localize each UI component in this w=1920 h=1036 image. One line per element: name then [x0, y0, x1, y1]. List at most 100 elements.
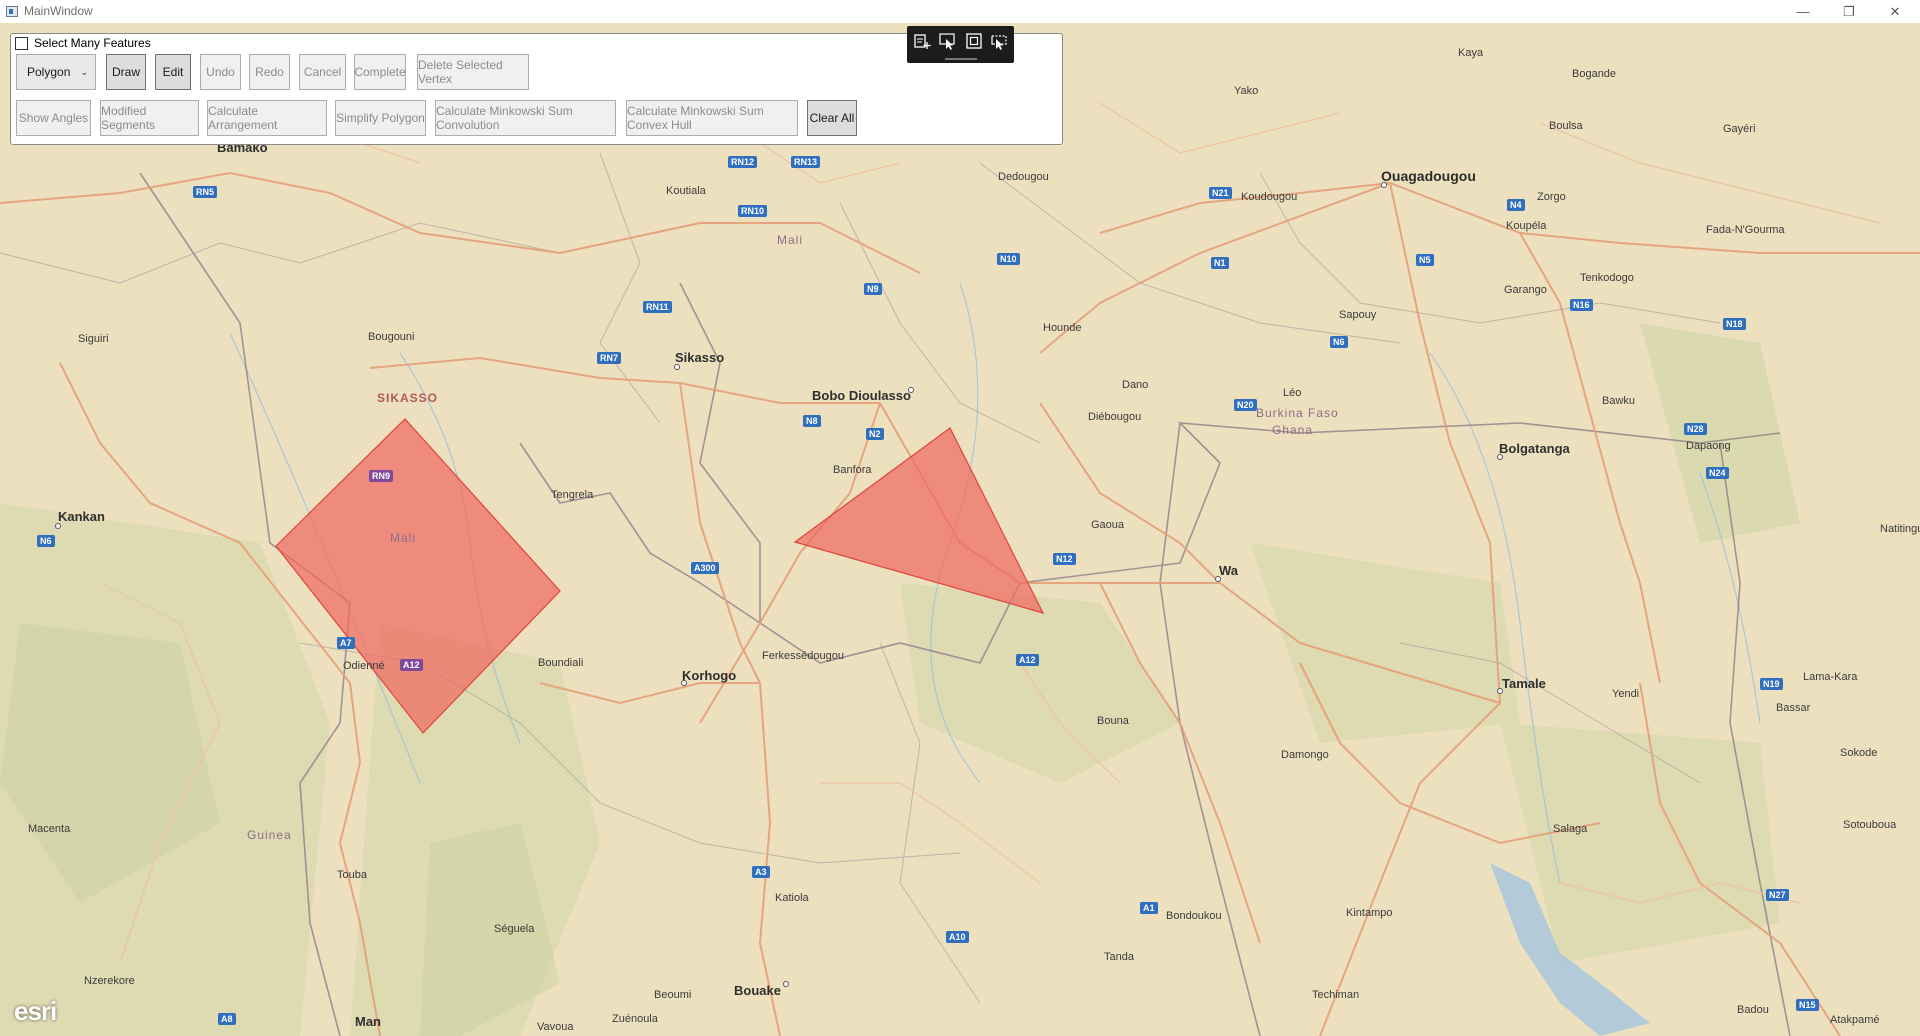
- city-label: Beoumi: [654, 989, 692, 1001]
- country-label: Mali: [777, 233, 804, 247]
- minkowski-convex-hull-button[interactable]: Calculate Minkowski Sum Convex Hull: [626, 100, 798, 136]
- road-shield: N5: [1416, 254, 1434, 266]
- road-shield: N19: [1760, 678, 1783, 690]
- minimize-button[interactable]: —: [1796, 4, 1810, 19]
- road-shield: RN10: [738, 205, 768, 217]
- simplify-polygon-button[interactable]: Simplify Polygon: [335, 100, 426, 136]
- road-shield: RN9: [369, 470, 394, 482]
- city-label: Bobo Dioulasso: [812, 388, 911, 403]
- title-bar: MainWindow — ❐ ✕: [0, 0, 1920, 23]
- select-many-label: Select Many Features: [34, 36, 151, 50]
- map-view[interactable]: Ouagadougou Bobo Dioulasso Sikasso Korho…: [0, 23, 1920, 1036]
- road-shield: RN13: [791, 156, 821, 168]
- country-label: Guinea: [247, 828, 292, 842]
- show-angles-button[interactable]: Show Angles: [16, 100, 91, 136]
- app-icon: [6, 6, 18, 17]
- city-label: Tamale: [1502, 676, 1546, 691]
- redo-button[interactable]: Redo: [249, 54, 290, 90]
- draw-button[interactable]: Draw: [106, 54, 146, 90]
- cancel-button[interactable]: Cancel: [299, 54, 346, 90]
- clear-all-button[interactable]: Clear All: [807, 100, 857, 136]
- city-label: Boulsa: [1549, 120, 1583, 132]
- edit-button[interactable]: Edit: [155, 54, 191, 90]
- select-many-row[interactable]: Select Many Features: [15, 34, 151, 52]
- calculate-arrangement-button[interactable]: Calculate Arrangement: [207, 100, 327, 136]
- complete-button[interactable]: Complete: [354, 54, 406, 90]
- close-button[interactable]: ✕: [1889, 3, 1901, 19]
- road-shield: RN12: [728, 156, 758, 168]
- select-rectangle-icon[interactable]: [965, 32, 983, 50]
- road-shield: N18: [1723, 318, 1746, 330]
- undo-button[interactable]: Undo: [200, 54, 241, 90]
- city-label: Dapaong: [1686, 440, 1731, 452]
- road-shield: N15: [1796, 999, 1819, 1011]
- city-label: Ouagadougou: [1381, 168, 1476, 184]
- road-shield: N6: [1330, 336, 1348, 348]
- road-shield: N6: [37, 535, 55, 547]
- road-shield: N1: [1211, 257, 1229, 269]
- city-dot: [674, 364, 680, 370]
- city-label: Atakpamé: [1830, 1014, 1880, 1026]
- road-shield: N10: [997, 253, 1020, 265]
- maximize-button[interactable]: ❐: [1843, 3, 1855, 19]
- select-icon[interactable]: [939, 32, 957, 50]
- city-label: Bondoukou: [1166, 910, 1222, 922]
- city-label: Boundiali: [538, 657, 584, 669]
- city-label: Tanda: [1104, 951, 1134, 963]
- city-label: Sikasso: [675, 350, 725, 365]
- city-label: Diébougou: [1088, 411, 1142, 423]
- modified-segments-button[interactable]: Modified Segments: [100, 100, 199, 136]
- city-label: Natitingu: [1880, 523, 1920, 535]
- city-label: Sokode: [1840, 747, 1878, 759]
- road-shield: A3: [752, 866, 770, 878]
- city-label: Bawku: [1602, 395, 1636, 407]
- city-label: Vavoua: [537, 1021, 574, 1033]
- sketch-polygon-2: [793, 427, 1045, 614]
- window-title: MainWindow: [24, 4, 93, 18]
- city-dot: [908, 387, 914, 393]
- city-label: Gayéri: [1723, 123, 1756, 135]
- city-label: Korhogo: [682, 668, 737, 683]
- drag-grip[interactable]: [945, 58, 977, 60]
- country-label: Mali: [390, 531, 417, 545]
- road-shield: N12: [1053, 553, 1076, 565]
- city-label: Wa: [1219, 563, 1239, 578]
- city-dot: [55, 523, 61, 529]
- road-shield: RN11: [643, 301, 672, 313]
- delete-selected-vertex-button[interactable]: Delete Selected Vertex: [417, 54, 529, 90]
- city-label: Yendi: [1612, 688, 1640, 700]
- select-many-checkbox[interactable]: [15, 36, 28, 50]
- city-dot: [1381, 182, 1387, 188]
- city-label: Tengrela: [551, 489, 594, 501]
- city-label: Bougouni: [368, 331, 415, 343]
- city-label: Techiman: [1312, 989, 1360, 1001]
- road-shield: A8: [218, 1013, 236, 1025]
- city-label: Garango: [1504, 284, 1547, 296]
- add-feature-icon[interactable]: [913, 32, 931, 50]
- map-basemap: [0, 62, 1920, 1036]
- city-label: Léo: [1283, 387, 1302, 399]
- city-label: Banfora: [833, 464, 872, 476]
- road-shield: N8: [803, 415, 821, 427]
- road-shield: N16: [1570, 299, 1593, 311]
- chevron-down-icon: ⌄: [80, 67, 88, 77]
- minkowski-convolution-button[interactable]: Calculate Minkowski Sum Convolution: [435, 100, 616, 136]
- road-shield: A12: [1016, 654, 1039, 666]
- region-label: SIKASSO: [377, 391, 439, 405]
- city-label: Sapouy: [1339, 309, 1377, 321]
- city-label: Zorgo: [1537, 191, 1566, 203]
- road-shield: A10: [946, 931, 969, 943]
- city-label: Ferkessédougou: [762, 650, 844, 662]
- city-label: Bouna: [1097, 715, 1129, 727]
- city-label: Séguela: [494, 923, 535, 935]
- road-shield: RN5: [193, 186, 218, 198]
- city-dot: [1497, 454, 1503, 460]
- city-label: Bassar: [1776, 702, 1811, 714]
- select-lasso-icon[interactable]: [990, 32, 1008, 50]
- esri-attribution-logo: esri: [14, 996, 57, 1026]
- city-label: Nzerekore: [84, 975, 135, 987]
- shape-type-select[interactable]: Polygon ⌄: [16, 54, 96, 90]
- city-label: Gaoua: [1091, 519, 1125, 531]
- city-label: Tenkodogo: [1580, 272, 1634, 284]
- sketch-polygon-1: [275, 418, 561, 734]
